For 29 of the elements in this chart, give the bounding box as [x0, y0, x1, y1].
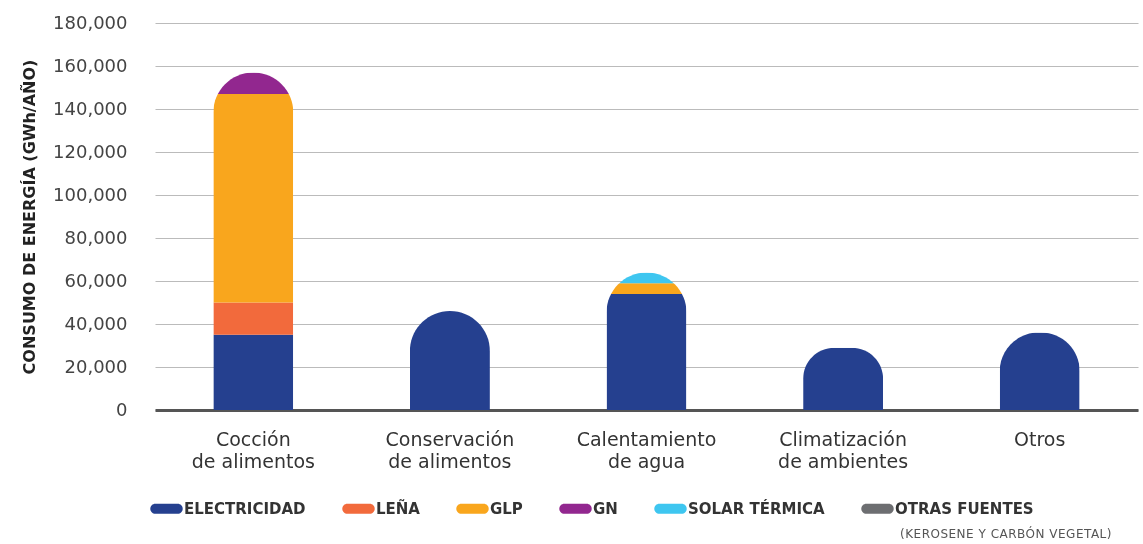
y-tick-label: 60,000	[64, 269, 128, 291]
x-tick-label: Conservación de alimentos	[385, 427, 515, 472]
bar	[606, 293, 687, 410]
legend-label: OTRAS FUENTES	[895, 499, 1034, 518]
legend-label: ELECTRICIDAD	[184, 499, 306, 518]
y-tick-label: 20,000	[64, 355, 128, 377]
bar	[213, 302, 294, 335]
legend-label: GLP	[490, 499, 523, 518]
y-tick-label: 140,000	[53, 97, 128, 119]
y-tick-label: 180,000	[53, 11, 128, 33]
legend-label: GN	[593, 499, 618, 518]
legend-label: LEÑA	[376, 498, 421, 518]
y-axis-title: CONSUMO DE ENERGÍA (GWh/AÑO)	[20, 59, 40, 375]
x-tick-label: Climatización de ambientes	[778, 427, 909, 472]
x-tick-label: Cocción de alimentos	[191, 427, 315, 472]
bar	[213, 93, 294, 303]
bar	[409, 311, 490, 410]
bar	[803, 347, 884, 410]
y-tick-label: 160,000	[53, 54, 128, 76]
y-tick-label: 40,000	[64, 312, 128, 334]
x-tick-label: Calentamiento de agua	[576, 427, 717, 472]
y-tick-label: 0	[116, 398, 128, 420]
y-tick-label: 80,000	[64, 226, 128, 248]
legend-label: SOLAR TÉRMICA	[688, 498, 826, 518]
bar	[213, 334, 294, 410]
text: (KEROSENE Y CARBÓN VEGETAL)	[900, 527, 1112, 541]
y-tick-label: 100,000	[53, 183, 128, 205]
y-tick-label: 120,000	[53, 140, 128, 162]
x-tick-label: Otros	[1014, 427, 1066, 450]
